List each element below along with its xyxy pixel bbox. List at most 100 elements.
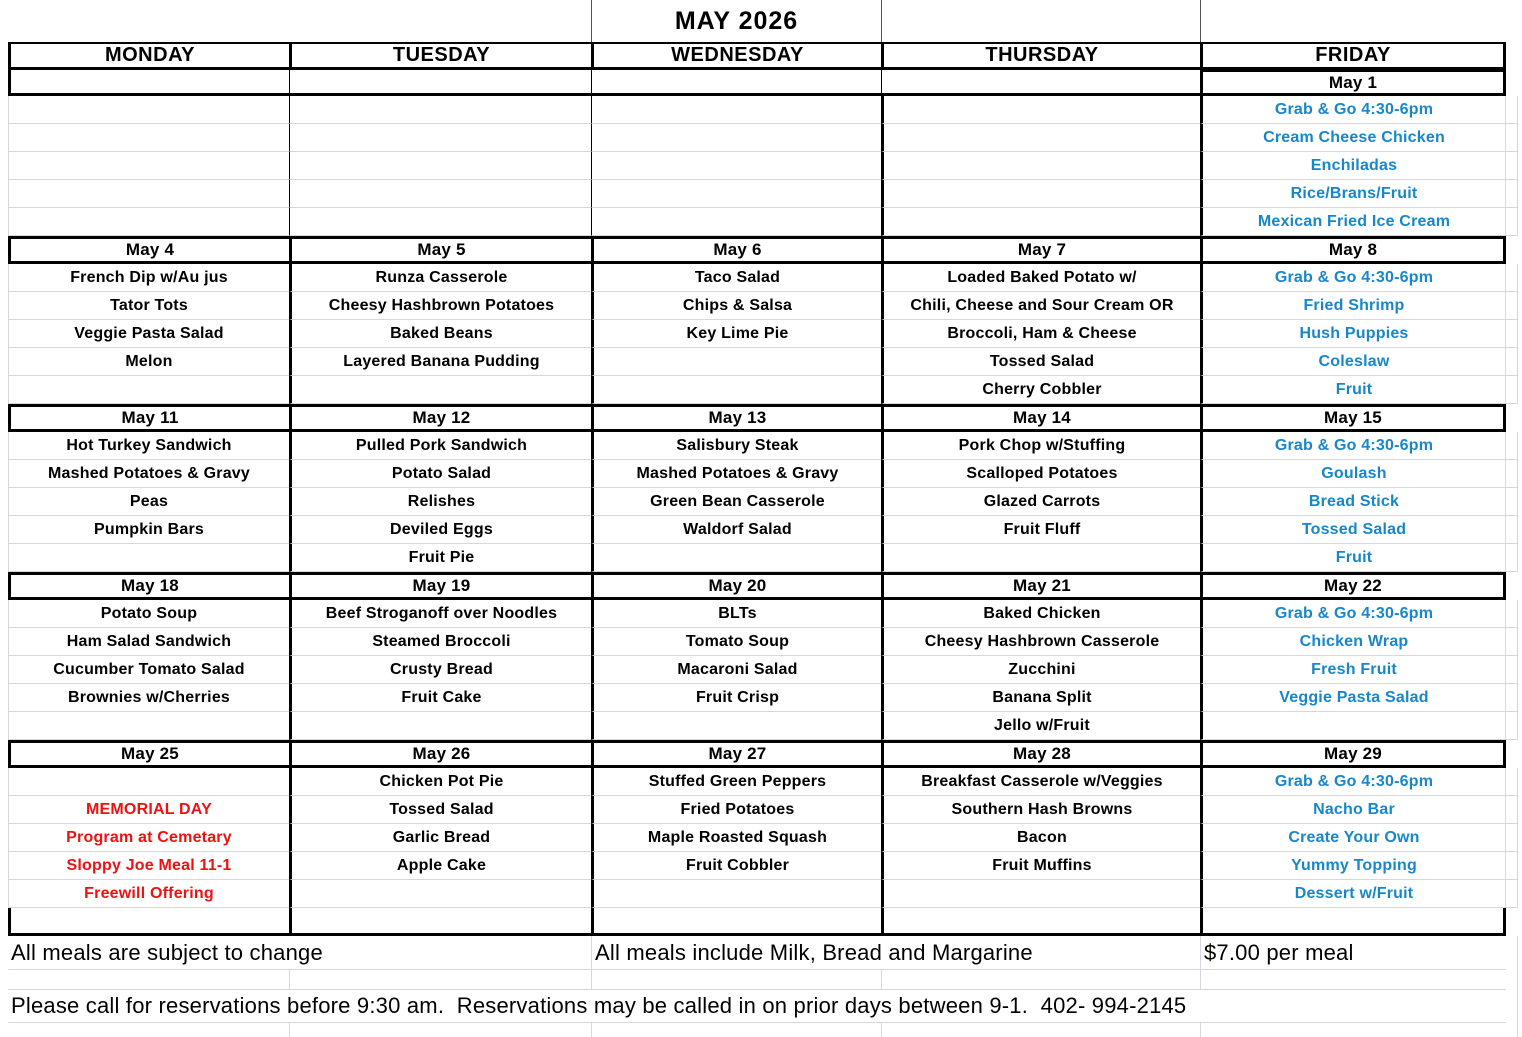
blank-cell xyxy=(881,1023,1200,1037)
menu-row: Hot Turkey Sandwich Pulled Pork Sandwich… xyxy=(0,432,1522,460)
menu-item-cell xyxy=(881,124,1200,152)
grid-margin xyxy=(1506,320,1518,348)
date-row: May 25 May 26 May 27 May 28 May 29 xyxy=(0,740,1522,768)
holiday-note-cell: Program at Cemetary xyxy=(8,824,289,852)
title-spacer xyxy=(8,0,289,42)
day-header-friday: FRIDAY xyxy=(1200,42,1506,70)
menu-item-cell: Baked Chicken xyxy=(881,600,1200,628)
menu-item-cell: Banana Split xyxy=(881,684,1200,712)
footer-price-note: $7.00 per meal xyxy=(1200,936,1506,970)
menu-item-cell: Fruit Pie xyxy=(289,544,591,572)
menu-row: MEMORIAL DAY Tossed Salad Fried Potatoes… xyxy=(0,796,1522,824)
grid-margin xyxy=(1506,684,1518,712)
menu-item-cell xyxy=(8,124,289,152)
menu-item-cell: Mashed Potatoes & Gravy xyxy=(8,460,289,488)
menu-row: Mexican Fried Ice Cream xyxy=(0,208,1522,236)
menu-item-cell: Pork Chop w/Stuffing xyxy=(881,432,1200,460)
menu-row: Tator Tots Cheesy Hashbrown Potatoes Chi… xyxy=(0,292,1522,320)
menu-item-cell: Coleslaw xyxy=(1200,348,1506,376)
date-row: May 4 May 5 May 6 May 7 May 8 xyxy=(0,236,1522,264)
menu-item-cell xyxy=(8,376,289,404)
date-cell: May 11 xyxy=(8,404,289,432)
title-spacer xyxy=(289,0,591,42)
menu-item-cell: Fruit Muffins xyxy=(881,852,1200,880)
date-cell: May 1 xyxy=(1200,70,1506,96)
title-row: MAY 2026 xyxy=(0,0,1522,42)
blank-cell xyxy=(289,1023,591,1037)
menu-item-cell: Chips & Salsa xyxy=(591,292,881,320)
menu-item-cell: Layered Banana Pudding xyxy=(289,348,591,376)
menu-row: Freewill Offering Dessert w/Fruit xyxy=(0,880,1522,908)
menu-item-cell: Potato Salad xyxy=(289,460,591,488)
menu-item-cell: Tator Tots xyxy=(8,292,289,320)
menu-row: Jello w/Fruit xyxy=(0,712,1522,740)
date-cell: May 13 xyxy=(591,404,881,432)
menu-item-cell: Pulled Pork Sandwich xyxy=(289,432,591,460)
menu-item-cell xyxy=(591,712,881,740)
grid-margin xyxy=(1506,264,1518,292)
date-cell: May 4 xyxy=(8,236,289,264)
date-cell: May 22 xyxy=(1200,572,1506,600)
menu-item-cell: Veggie Pasta Salad xyxy=(1200,684,1506,712)
grid-margin xyxy=(1506,936,1518,970)
menu-row: Grab & Go 4:30-6pm xyxy=(0,96,1522,124)
date-cell xyxy=(881,70,1200,96)
menu-item-cell: Grab & Go 4:30-6pm xyxy=(1200,96,1506,124)
grid-margin xyxy=(1506,990,1518,1023)
menu-row: Cucumber Tomato Salad Crusty Bread Macar… xyxy=(0,656,1522,684)
grid-margin xyxy=(1506,656,1518,684)
menu-item-cell: Grab & Go 4:30-6pm xyxy=(1200,264,1506,292)
menu-item-cell: Jello w/Fruit xyxy=(881,712,1200,740)
menu-item-cell: Apple Cake xyxy=(289,852,591,880)
day-header-thursday: THURSDAY xyxy=(881,42,1200,70)
holiday-note-cell: Sloppy Joe Meal 11-1 xyxy=(8,852,289,880)
menu-item-cell xyxy=(591,96,881,124)
grid-margin xyxy=(1506,740,1518,768)
menu-row: Fruit Pie Fruit xyxy=(0,544,1522,572)
menu-item-cell xyxy=(289,880,591,908)
menu-item-cell: Steamed Broccoli xyxy=(289,628,591,656)
menu-item-cell xyxy=(8,544,289,572)
date-cell xyxy=(8,70,289,96)
menu-item-cell xyxy=(8,712,289,740)
menu-row: Rice/Brans/Fruit xyxy=(0,180,1522,208)
menu-item-cell xyxy=(881,180,1200,208)
menu-row: Pumpkin Bars Deviled Eggs Waldorf Salad … xyxy=(0,516,1522,544)
menu-item-cell: Macaroni Salad xyxy=(591,656,881,684)
menu-item-cell xyxy=(1200,712,1506,740)
menu-item-cell: Ham Salad Sandwich xyxy=(8,628,289,656)
grid-margin xyxy=(1506,0,1518,42)
grid-margin xyxy=(1506,852,1518,880)
menu-item-cell xyxy=(8,96,289,124)
menu-item-cell: Cheesy Hashbrown Potatoes xyxy=(289,292,591,320)
menu-item-cell: Fried Potatoes xyxy=(591,796,881,824)
blank-cell xyxy=(1200,908,1506,936)
menu-item-cell xyxy=(591,124,881,152)
spacer-row xyxy=(0,970,1522,990)
menu-item-cell: Hush Puppies xyxy=(1200,320,1506,348)
menu-row: Sloppy Joe Meal 11-1 Apple Cake Fruit Co… xyxy=(0,852,1522,880)
grid-margin xyxy=(1506,880,1518,908)
menu-row: Chicken Pot Pie Stuffed Green Peppers Br… xyxy=(0,768,1522,796)
menu-item-cell: Potato Soup xyxy=(8,600,289,628)
blank-cell xyxy=(8,908,289,936)
menu-item-cell: Tossed Salad xyxy=(1200,516,1506,544)
menu-row: Potato Soup Beef Stroganoff over Noodles… xyxy=(0,600,1522,628)
menu-item-cell: Mashed Potatoes & Gravy xyxy=(591,460,881,488)
menu-item-cell: Cheesy Hashbrown Casserole xyxy=(881,628,1200,656)
menu-item-cell: Scalloped Potatoes xyxy=(881,460,1200,488)
date-cell: May 6 xyxy=(591,236,881,264)
grid-margin xyxy=(1506,348,1518,376)
footer-change-note: All meals are subject to change xyxy=(8,936,591,970)
date-cell: May 26 xyxy=(289,740,591,768)
date-cell xyxy=(289,70,591,96)
menu-item-cell: Fresh Fruit xyxy=(1200,656,1506,684)
grid-margin xyxy=(1506,768,1518,796)
day-header-monday: MONDAY xyxy=(8,42,289,70)
date-row: May 18 May 19 May 20 May 21 May 22 xyxy=(0,572,1522,600)
date-cell: May 15 xyxy=(1200,404,1506,432)
grid-margin xyxy=(1506,70,1518,96)
grid-margin xyxy=(1506,488,1518,516)
menu-item-cell: Tomato Soup xyxy=(591,628,881,656)
